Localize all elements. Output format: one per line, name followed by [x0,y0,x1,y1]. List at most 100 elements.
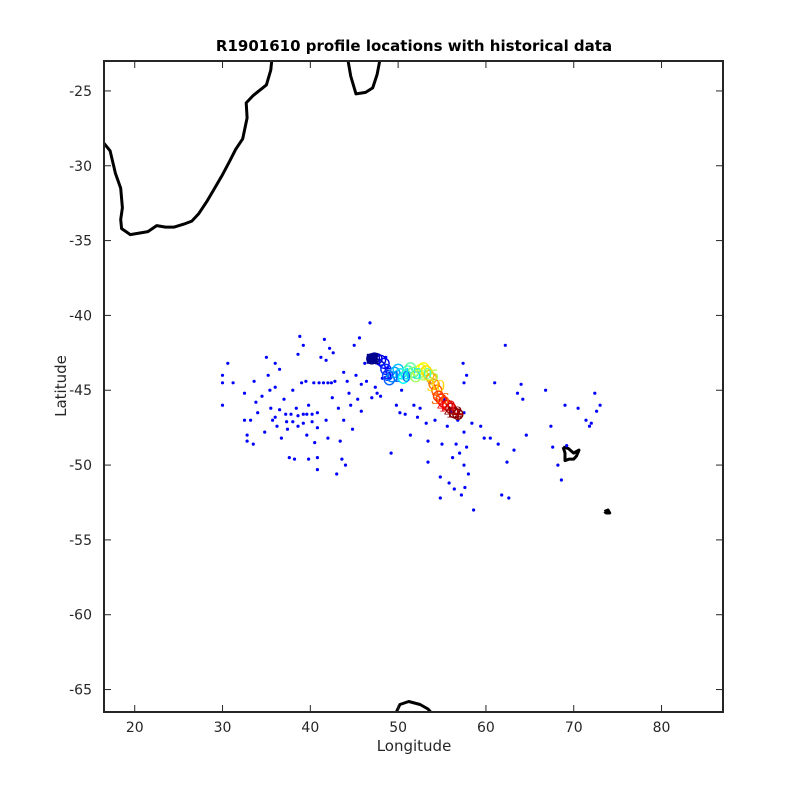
historical-point [242,418,247,422]
historical-point [301,421,305,425]
historical-point [584,418,588,422]
x-tick-label: 30 [214,720,232,736]
historical-point [565,444,569,448]
profile-number-label: 30 [426,377,445,395]
historical-point [359,409,363,413]
historical-point [278,408,282,412]
track-segment [428,374,433,379]
track-profile-marker [441,399,454,411]
historical-point [336,406,340,410]
historical-point [415,415,420,419]
historical-point [356,397,360,401]
historical-point [349,403,353,407]
historical-point [524,433,528,437]
historical-point [472,508,476,512]
x-tick-label: 40 [301,720,319,736]
historical-point [298,334,302,338]
historical-point [343,463,348,467]
track-profile-marker [388,366,401,378]
track-profile-marker [378,357,390,370]
historical-point [459,493,463,497]
historical-point [326,436,330,440]
historical-point [519,382,523,386]
historical-point [447,481,451,485]
y-tick-label: -65 [69,683,92,699]
axes: 20 30 40 50 60 70 80-25-30-35-40-45-50-55-60-6… [69,60,724,736]
track-profile-marker [402,365,414,377]
x-tick-label: 50 [389,720,407,736]
y-tick-label: -30 [69,159,92,175]
historical-point [364,379,369,383]
historical-point [322,337,326,341]
historical-point [375,391,379,395]
historical-point [438,475,442,479]
historical-point [347,391,351,395]
historical-point [551,445,555,449]
historical-point [220,403,225,407]
historical-point [465,373,469,377]
historical-point [438,496,442,500]
historical-point [291,420,295,424]
historical-point [458,451,462,455]
historical-point [296,352,300,356]
historical-point [245,439,249,443]
historical-point [493,381,497,385]
profile-number-label: 10 [392,368,411,386]
historical-point [515,391,520,395]
historical-point [301,343,305,347]
historical-point [260,394,264,398]
historical-point [305,412,309,416]
y-tick-label: -60 [69,608,92,624]
historical-point [287,456,291,460]
historical-point [264,355,268,359]
historical-point [266,373,270,377]
historical-point [220,381,225,385]
historical-point [296,424,300,428]
profile-number-label: 42 [444,404,463,422]
historical-point [354,373,358,377]
historical-point [345,379,349,383]
historical-point [559,478,564,482]
historical-point [403,412,407,416]
historical-point [300,381,304,385]
track-profile-marker [431,384,443,396]
historical-point [324,418,328,422]
historical-point [470,421,474,425]
historical-point [408,433,412,437]
historical-point [291,388,295,392]
historical-point [544,388,548,392]
historical-point [357,336,362,340]
x-tick-label: 70 [565,720,583,736]
historical-point [598,403,602,407]
historical-point [370,396,374,400]
track-profile-marker [423,369,435,381]
historical-point [304,379,308,383]
profile-number-label: 15 [403,365,422,383]
historical-point [363,361,367,365]
historical-point [330,396,334,400]
track-profile-marker [435,393,447,405]
historical-point [412,403,416,407]
y-tick-label: -45 [69,383,92,399]
historical-point [251,442,255,446]
historical-point [289,412,293,416]
historical-point [245,433,249,437]
historical-point [461,361,465,365]
historical-point [275,424,279,428]
historical-point [254,400,258,404]
profile-number-label: 20 [413,365,432,383]
historical-point [488,436,492,440]
profile-number-label: 36 [431,390,450,408]
chart-title: R1901610 profile locations with historic… [216,37,612,55]
historical-point [273,361,277,365]
historical-point [220,373,225,377]
profile-number-label: 5 [383,365,393,383]
coastline-madagascar [346,61,382,96]
track-profile-marker [417,362,430,374]
historical-point [273,385,277,389]
historical-point [342,370,346,374]
track-start-marker [366,353,377,364]
historical-point [315,411,319,415]
historical-point [326,381,330,385]
